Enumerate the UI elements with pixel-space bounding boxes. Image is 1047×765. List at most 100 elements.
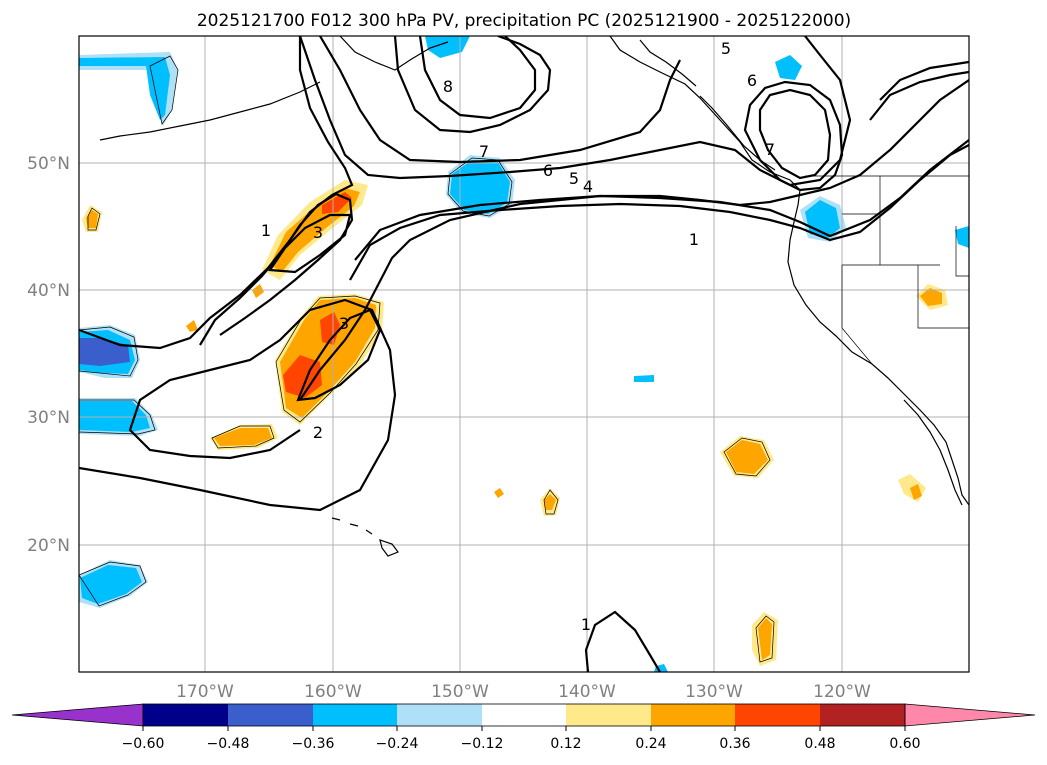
figure-title: 2025121700 F012 300 hPa PV, precipitatio…	[197, 11, 851, 31]
neg-area	[80, 565, 142, 604]
colorbar-extend-low	[11, 703, 144, 727]
contour-label: 7	[479, 142, 489, 161]
pos-area	[214, 428, 272, 446]
colorbar-labels: −0.60 −0.48 −0.36 −0.24 −0.12 0.12 0.24 …	[122, 736, 921, 752]
pv-contour	[79, 298, 397, 512]
lon-label: 140°W	[558, 682, 616, 702]
colorbar-label: −0.48	[207, 736, 250, 752]
lon-label: 150°W	[431, 682, 489, 702]
colorbar-label: 0.24	[635, 736, 666, 752]
lon-label: 120°W	[813, 682, 871, 702]
contour-label: 1	[581, 615, 591, 634]
colorbar-label: 0.48	[804, 736, 835, 752]
colorbar-label: 0.60	[889, 736, 920, 752]
colorbar-ticks	[142, 726, 906, 731]
pos-area	[186, 320, 198, 332]
colorbar-label: −0.12	[461, 736, 504, 752]
contour-labels: 8 7 6 5 4 1 6 7 5 3 1 3 2 1	[261, 39, 775, 634]
contour-label: 2	[313, 423, 323, 442]
colorbar-extend-high	[904, 703, 1036, 727]
pv-contour	[418, 36, 537, 120]
colorbar-segment	[482, 704, 566, 726]
pos-area	[544, 494, 556, 510]
contour-label: 7	[765, 140, 775, 159]
pv-contour	[758, 88, 832, 180]
pv-contour	[199, 192, 354, 346]
pv-contour	[584, 610, 661, 672]
island	[379, 539, 399, 557]
lat-label: 30°N	[27, 408, 70, 428]
colorbar-label: −0.36	[292, 736, 335, 752]
lat-label: 50°N	[27, 154, 70, 174]
alaska-coast	[339, 36, 449, 71]
colorbar-segment	[820, 704, 905, 726]
colorbar-label: 0.36	[719, 736, 750, 752]
colorbar-segment	[651, 704, 735, 726]
map-background	[79, 36, 969, 672]
precip-outlines	[79, 55, 775, 663]
contour-label: 3	[339, 314, 349, 333]
colorbar-segment	[228, 704, 313, 726]
neg-area	[425, 36, 470, 58]
colorbar: −0.60 −0.48 −0.36 −0.24 −0.12 0.12 0.24 …	[11, 703, 1036, 752]
pos-area-red	[320, 312, 340, 345]
contour-label: 1	[689, 230, 699, 249]
latitude-labels: 50°N 40°N 30°N 20°N	[27, 154, 70, 556]
map-frame	[78, 35, 970, 673]
contour-label: 6	[747, 71, 757, 90]
north-america-coast	[609, 36, 969, 506]
precip-shading	[79, 36, 969, 672]
neg-area	[775, 55, 802, 80]
contour-label: 4	[583, 177, 593, 196]
pv-contour	[298, 36, 852, 187]
pv-contour	[349, 144, 969, 281]
colorbar-segment	[313, 704, 397, 726]
pv-contour	[319, 36, 681, 164]
colorbar-segment	[397, 704, 482, 726]
map-panel: 8 7 6 5 4 1 6 7 5 3 1 3 2 1 50°N 40°N 30…	[27, 35, 970, 702]
pos-area	[910, 484, 922, 500]
pos-area	[252, 284, 264, 298]
pv-contour	[743, 80, 844, 192]
colorbar-segment	[735, 704, 820, 726]
lon-label: 160°W	[304, 682, 362, 702]
island	[349, 523, 359, 527]
colorbar-segment	[566, 704, 651, 726]
pv-contours	[79, 36, 969, 672]
pos-area	[726, 440, 768, 474]
island	[331, 517, 341, 521]
colorbar-label: 0.12	[550, 736, 581, 752]
neg-area	[634, 375, 654, 382]
pv-contour	[354, 79, 969, 261]
lon-label: 170°W	[176, 682, 234, 702]
pos-area	[494, 488, 504, 498]
contour-label: 1	[261, 221, 271, 240]
pv-contour	[393, 36, 552, 134]
longitude-labels: 170°W 160°W 150°W 140°W 130°W 120°W	[176, 682, 871, 702]
pv-contour	[879, 60, 969, 101]
lat-label: 20°N	[27, 536, 70, 556]
contour-label: 5	[721, 39, 731, 58]
lat-label: 40°N	[27, 281, 70, 301]
pv-contour	[268, 213, 352, 274]
bc-islands	[639, 39, 697, 87]
neg-area	[955, 226, 969, 248]
contour-label: 6	[543, 161, 553, 180]
aleutians	[99, 81, 321, 141]
contour-label: 8	[443, 77, 453, 96]
colorbar-label: −0.24	[376, 736, 419, 752]
pv-contour	[296, 308, 382, 402]
contour-label: 5	[569, 169, 579, 188]
colorbar-label: −0.60	[122, 736, 165, 752]
baja-coast	[903, 399, 963, 506]
pos-area	[920, 288, 942, 306]
pos-area	[758, 618, 772, 660]
contour-label: 3	[313, 223, 323, 242]
island	[365, 529, 373, 535]
neg-area	[79, 57, 170, 120]
colorbar-segment	[143, 704, 228, 726]
pv-contour	[869, 70, 969, 121]
lon-label: 130°W	[685, 682, 743, 702]
colorbar-frame	[142, 703, 906, 727]
